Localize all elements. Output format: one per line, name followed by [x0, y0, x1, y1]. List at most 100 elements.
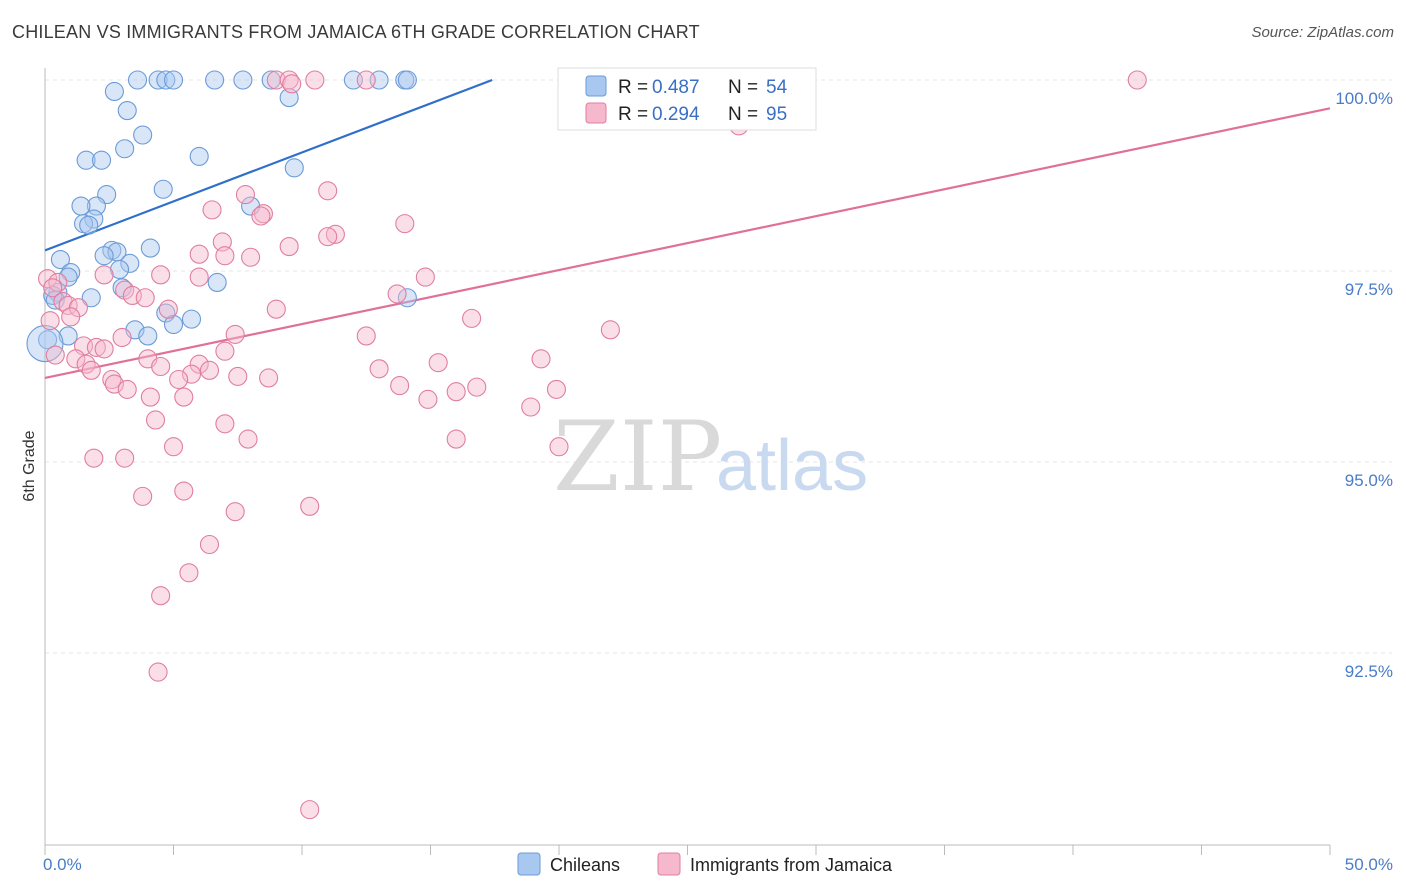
data-point: [199, 534, 220, 555]
data-point: [151, 265, 171, 285]
y-tick-label: 97.5%: [1345, 280, 1393, 299]
data-point: [148, 70, 168, 90]
gridlines: [45, 79, 1392, 654]
data-point: [138, 326, 158, 346]
data-point: [115, 139, 135, 159]
data-point: [549, 437, 569, 457]
data-point: [415, 267, 435, 287]
data-point: [225, 502, 245, 522]
data-point: [84, 448, 104, 468]
data-point: [428, 353, 448, 373]
legend-r-label-1: R =: [618, 77, 648, 98]
data-point: [418, 389, 438, 409]
data-point: [225, 324, 245, 344]
watermark-zip: ZIP: [553, 401, 722, 513]
data-point: [446, 429, 466, 449]
data-point: [189, 244, 209, 264]
data-point: [38, 330, 58, 350]
data-point: [81, 288, 101, 308]
points-layer: [26, 70, 1147, 820]
data-point: [199, 360, 220, 380]
data-point: [158, 299, 178, 319]
data-point: [235, 185, 256, 205]
data-point: [189, 146, 209, 166]
data-point: [266, 299, 286, 319]
data-point: [112, 327, 132, 348]
bottom-legend-swatch-chileans: [517, 852, 541, 876]
data-point: [202, 200, 222, 220]
data-point: [521, 397, 541, 417]
data-point: [446, 382, 466, 402]
data-point: [151, 586, 171, 606]
data-point: [395, 214, 415, 234]
bottom-legend-swatch-jamaica: [657, 852, 681, 876]
data-point: [133, 486, 153, 506]
data-point: [215, 414, 235, 434]
series-jamaica: [38, 70, 1147, 820]
data-point: [117, 101, 137, 121]
data-point: [356, 70, 376, 90]
data-point: [76, 150, 96, 170]
bottom-legend: Chileans Immigrants from Jamaica: [517, 852, 893, 876]
data-point: [91, 150, 112, 170]
data-point: [43, 278, 63, 298]
data-point: [318, 181, 338, 201]
data-point: [397, 70, 417, 90]
data-point: [115, 448, 135, 468]
data-point: [189, 354, 209, 374]
data-point: [233, 70, 253, 90]
data-point: [282, 74, 302, 94]
x-tick-label-max: 50.0%: [1345, 855, 1393, 874]
data-point: [61, 307, 81, 327]
data-point: [205, 70, 225, 90]
data-point: [318, 227, 338, 247]
data-point: [305, 70, 325, 90]
legend-r-value-1: 0.487: [652, 77, 700, 98]
legend-r-value-2: 0.294: [652, 104, 700, 125]
data-point: [104, 81, 124, 102]
data-point: [600, 320, 620, 340]
data-point: [390, 376, 410, 396]
y-tick-label: 100.0%: [1335, 89, 1393, 108]
data-point: [148, 662, 168, 682]
data-point: [356, 326, 376, 346]
data-point: [135, 288, 155, 308]
data-point: [133, 125, 153, 145]
data-point: [174, 481, 194, 501]
watermark-atlas: atlas: [716, 426, 868, 506]
data-point: [467, 377, 487, 397]
legend-swatch-jamaica: [585, 102, 607, 124]
data-point: [169, 369, 189, 390]
data-point: [156, 70, 176, 90]
legend: R = 0.487 N = 54 R = 0.294 N = 95: [557, 67, 817, 131]
data-point: [369, 359, 389, 379]
data-point: [50, 249, 70, 270]
trend-lines: [44, 78, 1331, 380]
trend-line-jamaica: [44, 107, 1331, 380]
data-point: [546, 379, 566, 399]
legend-r-label-2: R =: [618, 104, 648, 125]
data-point: [94, 265, 114, 285]
data-point: [58, 326, 78, 346]
data-point: [462, 308, 482, 328]
data-point: [58, 267, 78, 287]
data-point: [48, 272, 68, 293]
data-point: [238, 429, 258, 449]
data-point: [112, 278, 132, 298]
data-point: [284, 158, 304, 178]
legend-n-value-1: 54: [766, 77, 788, 98]
data-point: [94, 246, 114, 266]
data-point: [174, 387, 194, 407]
data-point: [215, 246, 235, 266]
data-point: [76, 354, 96, 374]
data-point: [140, 238, 160, 258]
data-point: [40, 311, 60, 331]
data-point: [181, 309, 202, 329]
trend-line-chileans: [44, 78, 493, 252]
data-point: [140, 387, 160, 407]
data-point: [300, 496, 320, 516]
data-point: [279, 237, 299, 257]
data-point: [387, 284, 407, 304]
data-point: [117, 379, 137, 399]
data-point: [38, 269, 58, 289]
